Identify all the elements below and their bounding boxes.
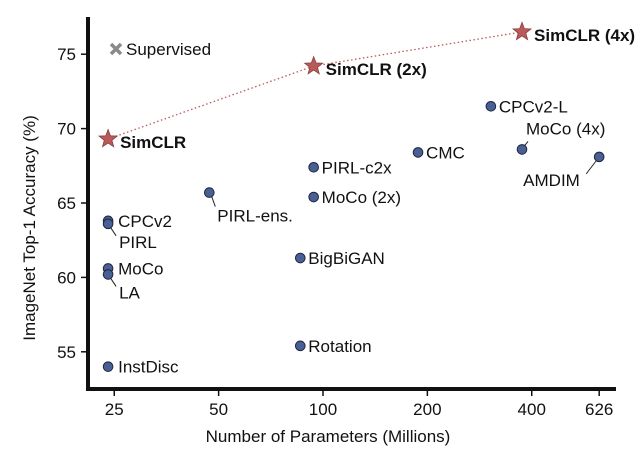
x-tick-label: 626 [585,400,613,419]
y-tick-label: 55 [57,343,76,362]
leader-line-pirl [109,226,117,237]
simclr-label-simclr-4x: SimCLR (4x) [534,26,635,45]
x-tick-label: 200 [413,400,441,419]
leader-line-pirl-ens [210,195,216,207]
point-label-moco-4x: MoCo (4x) [526,119,605,138]
simclr-star-simclr [97,128,119,148]
simclr-label-simclr: SimCLR [120,133,186,152]
y-tick-label: 60 [57,268,76,287]
point-label-rotation: Rotation [308,337,371,356]
leader-line-amdim [585,160,597,175]
point-label-instdisc: InstDisc [118,358,179,377]
point-label-cmc: CMC [426,143,465,162]
point-label-moco-2x: MoCo (2x) [322,188,401,207]
simclr-star-simclr-2x [303,55,324,75]
point-la [102,269,114,280]
point-bigbigan [294,252,306,264]
simclr-star-simclr-4x [511,21,533,41]
x-tick-label: 25 [105,400,124,419]
point-moco-4x [516,144,528,155]
point-cmc [412,147,424,158]
x-tick-label: 100 [309,400,337,419]
y-tick-label: 65 [57,194,76,213]
y-axis-title: ImageNet Top-1 Accuracy (%) [20,115,39,341]
point-label-pirl: PIRL [119,233,157,252]
point-label-cpcv2-l: CPCv2-L [499,97,568,116]
point-amdim [593,151,605,163]
point-moco-2x [308,191,319,203]
point-label-pirl-c2x: PIRL-c2x [322,158,392,177]
y-tick-label: 70 [57,120,76,139]
simclr-connecting-line [107,31,523,140]
leader-line-la [109,277,117,287]
point-rotation [294,340,306,352]
point-label-amdim: AMDIM [523,171,580,190]
x-axis-title: Number of Parameters (Millions) [206,427,451,446]
point-label-bigbigan: BigBiGAN [308,249,385,268]
simclr-label-simclr-2x: SimCLR (2x) [326,60,427,79]
legend-supervised-marker [109,42,123,56]
x-tick-label: 50 [209,400,228,419]
y-tick-label: 75 [57,45,76,64]
point-instdisc [102,361,114,372]
point-label-cpcv2: CPCv2 [118,212,172,231]
point-pirl [102,218,114,230]
point-label-moco: MoCo [118,259,163,278]
legend-supervised-label: Supervised [126,40,211,59]
point-cpcv2-l [485,100,497,112]
point-label-pirl-ens: PIRL-ens. [217,207,293,226]
point-pirl-ens [204,187,215,198]
point-pirl-c2x [308,161,319,173]
x-tick-label: 400 [518,400,546,419]
point-label-la: LA [119,283,140,302]
